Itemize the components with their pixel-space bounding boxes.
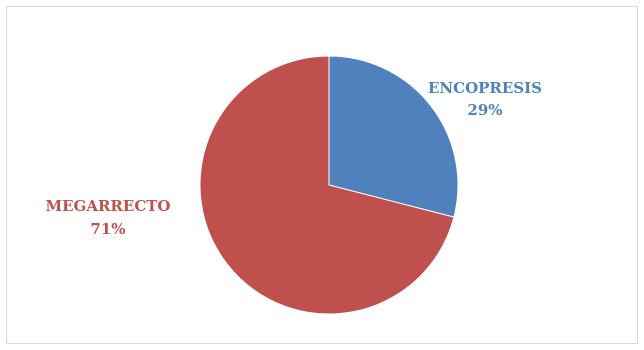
slice-label-megarrecto: MEGARRECTO: [45, 197, 170, 215]
pie-slices: [199, 55, 459, 315]
pie-slice-encopresis: [328, 55, 459, 218]
slice-percent-megarrecto: 71%: [90, 220, 125, 238]
pie-slice-megarrecto: [199, 55, 455, 315]
slice-percent-encopresis: 29%: [467, 101, 502, 119]
slice-label-encopresis: ENCOPRESIS: [428, 79, 542, 97]
